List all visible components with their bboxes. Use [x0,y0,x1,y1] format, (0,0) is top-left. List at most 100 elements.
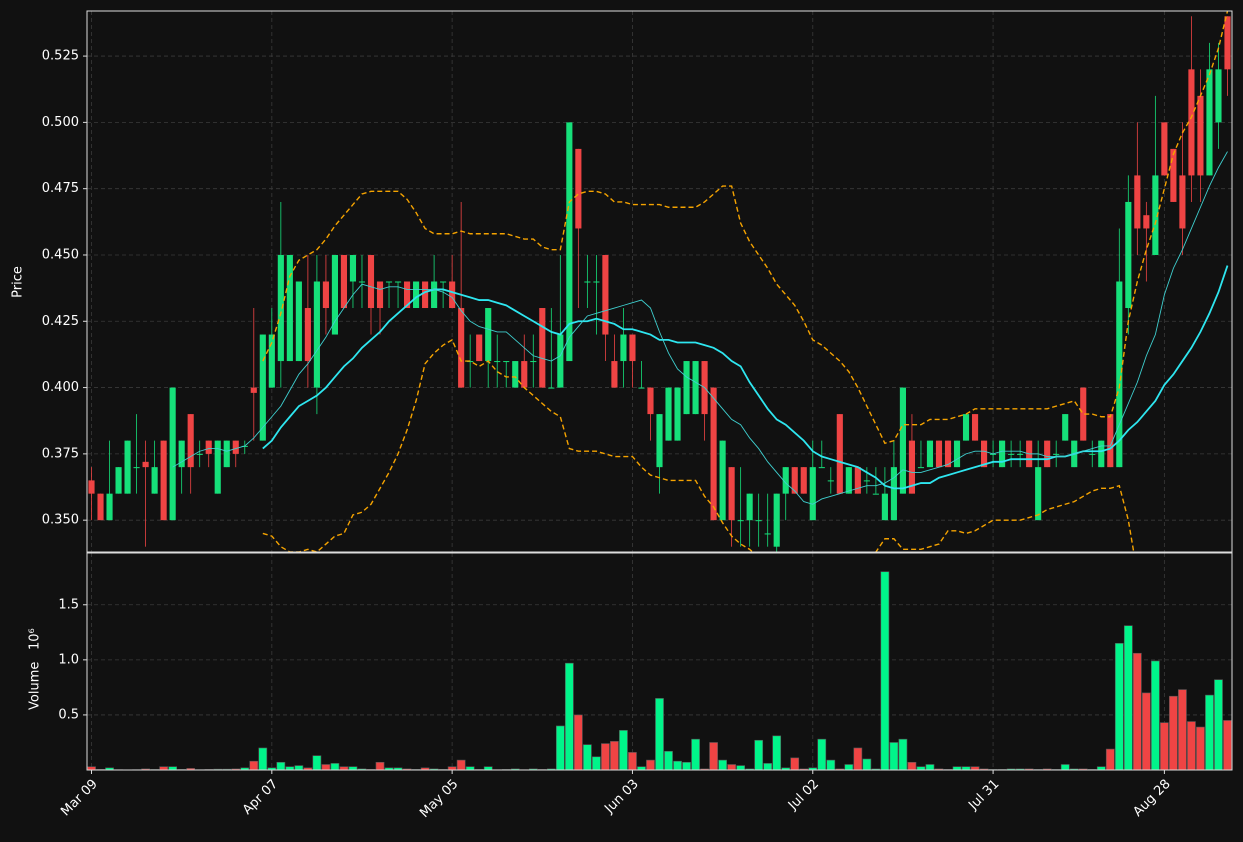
candle-body [557,334,564,388]
candle-body [1080,387,1087,441]
candle-body [151,467,158,494]
candle-body [1008,453,1015,455]
volume-bar [1214,679,1223,770]
candle-body [981,440,988,468]
candle-body [115,467,122,494]
volume-bar [1042,768,1052,770]
volume-bar [646,759,655,770]
volume-bar [357,768,367,770]
candle-body [990,453,997,455]
x-tick-label: Jul 31 [965,777,1002,814]
volume-bar [1060,764,1070,770]
candle-body [277,254,284,362]
candle-body [304,308,311,362]
price-panel [88,11,1231,552]
candle-body [295,281,302,362]
x-tick-label: Apr 07 [240,777,281,818]
candle-body [106,493,113,521]
volume-bar [1196,726,1205,770]
volume-bar [1132,652,1142,770]
volume-bar [546,768,556,770]
axes: 0.350 0.375 0.400 0.425 0.450 0.475 0.500 0.525… [42,49,1174,821]
candle-body [196,453,203,455]
x-tick-label: Aug 28 [1131,777,1174,820]
volume-bar [1160,722,1169,770]
x-tick-label: Jul 02 [785,777,822,814]
candle-body [485,308,492,362]
candle-body [1116,281,1123,468]
candle-body [818,467,825,469]
volume-bar [276,761,286,770]
volume-bar [799,768,809,770]
volume-bar [979,768,989,770]
candle-body [250,387,257,393]
candle-body [97,493,104,521]
candle-body [1017,453,1024,455]
candle-body [926,440,934,468]
volume-bar [294,765,304,770]
candle-body [187,414,194,468]
volume-bar [772,735,782,770]
volume-bar [574,714,583,770]
candle-body [854,467,861,494]
volume-bar [790,757,800,770]
volume-bar [745,768,755,770]
y-tick-label: 0.375 [42,446,79,461]
candle-body [521,361,528,388]
candle-body [611,361,618,388]
candle-body [1161,122,1168,176]
candle-body [845,467,852,494]
candle-body [1035,467,1042,521]
volume-bar [1024,768,1034,770]
volume-bar [429,768,439,770]
volume-bar [862,758,872,770]
volume-bar [1223,720,1232,770]
volume-bar [1178,689,1187,770]
volume-bar [925,764,935,770]
price-axis-label: Price [11,266,26,298]
volume-bar [555,725,565,770]
candle-body [431,281,438,309]
candle-body [1152,175,1159,255]
candle-body [665,387,672,441]
volume-offset: 10⁶ [28,628,43,650]
candle-body [142,461,149,468]
volume-bar [916,766,926,770]
volume-bar [655,698,664,770]
volume-bar [601,743,610,770]
candle-body [268,334,275,388]
volume-bar [375,761,385,770]
candle-body [403,281,411,309]
volume-bar [1169,695,1178,770]
candle-body [88,480,95,494]
x-tick-label: Mar 09 [58,777,101,820]
candle-body [656,414,663,468]
candle-body [232,440,239,454]
volume-bar [691,738,700,770]
volume-bar [1006,768,1016,770]
y-tick-label: 1.0 [58,652,79,667]
candle-body [719,440,726,521]
volume-bar [456,759,466,770]
volume-bar [1114,643,1124,770]
candle-body [458,308,465,388]
y-tick-label: 0.425 [42,314,79,329]
candle-body [890,467,897,521]
candle-body [674,387,681,441]
candle-body [322,281,329,309]
candle-body [530,361,537,363]
x-tick-label: May 05 [417,777,461,821]
candle-body [899,387,906,494]
candle-body [953,440,961,468]
volume-bar [907,761,917,770]
volume-bar [736,765,745,770]
candle-body [494,361,501,363]
volume-panel [87,571,1232,770]
volume-bar [700,768,709,770]
candle-body [385,281,393,283]
candle-body [376,281,384,309]
candle-body [367,254,375,309]
candle-body [1206,69,1213,176]
candle-body [449,281,456,309]
